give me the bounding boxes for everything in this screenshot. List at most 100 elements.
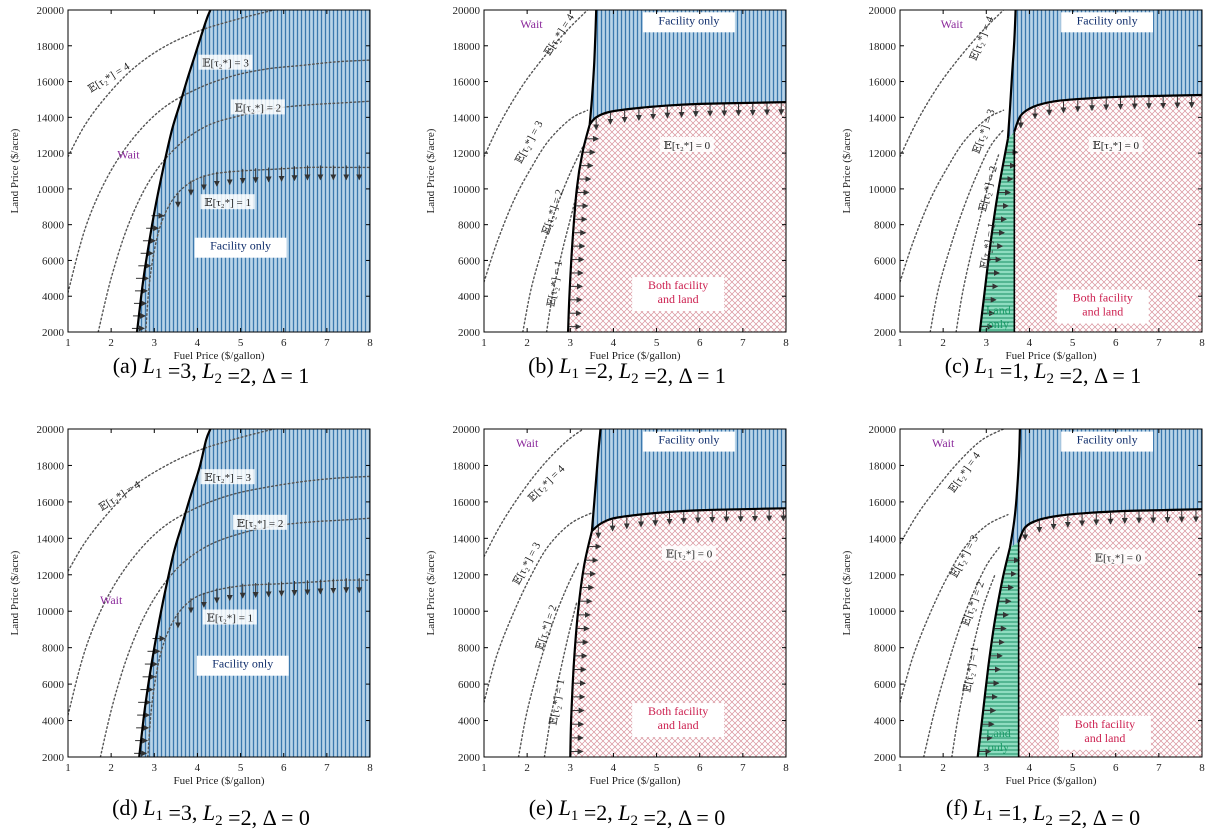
boundary-facility-both — [1017, 508, 1202, 543]
y-tick-label: 4000 — [458, 291, 481, 303]
y-tick-label: 20000 — [453, 424, 481, 436]
y-tick-label: 12000 — [453, 148, 481, 160]
curve-label: 𝔼[τ₂*] = 2 — [234, 102, 281, 114]
curve-label-bg — [200, 194, 255, 210]
expected-time-curve-1 — [900, 10, 1005, 158]
both-label: and land — [658, 718, 699, 732]
y-tick-label: 18000 — [37, 460, 65, 472]
boundary-wait-both — [976, 547, 1012, 757]
boundary-facility-both — [1013, 93, 1202, 133]
curve-label-bg — [230, 99, 285, 115]
curve-label-group: 𝔼[τ₂*] = 3 — [200, 469, 255, 485]
expected-time-curve-1 — [484, 429, 584, 558]
expected-time-curve-1 — [68, 10, 278, 158]
curve-label-group: 𝔼[τ₂*] = 0 — [661, 545, 716, 561]
y-tick-label: 4000 — [458, 716, 481, 728]
wait-label: Wait — [941, 17, 964, 31]
y-tick-label: 8000 — [874, 643, 897, 655]
plot-frame — [67, 9, 371, 333]
land-label: only — [988, 740, 1009, 754]
y-tick-label: 20000 — [869, 424, 897, 436]
y-tick-label: 8000 — [458, 643, 481, 655]
expected-time-curve-3 — [923, 546, 1000, 757]
panel-caption: (b) L1 =2, L2 =2, Δ = 1 — [528, 353, 726, 388]
facility-region — [1007, 10, 1202, 139]
y-tick-label: 14000 — [453, 533, 481, 545]
facility-label: Facility only — [658, 433, 719, 447]
x-tick-label: 4 — [611, 762, 617, 774]
curve-label-bg — [1088, 137, 1143, 152]
boundary-wait-both — [569, 530, 593, 757]
both-label: and land — [1082, 305, 1123, 319]
x-tick-label: 2 — [524, 762, 530, 774]
y-tick-label: 18000 — [453, 41, 481, 53]
y-tick-label: 2000 — [458, 752, 481, 764]
x-tick-label: 1 — [65, 762, 71, 774]
x-tick-label: 7 — [1156, 762, 1162, 774]
facility-label-box — [642, 12, 735, 33]
curve-label-group: 𝔼[τ₂*] = 1 — [202, 609, 257, 625]
y-tick-label: 4000 — [42, 291, 65, 303]
plot-area: 𝔼[τ₂*] = 4𝔼[τ₂*] = 3𝔼[τ₂*] = 2𝔼[τ₂*] = 1… — [484, 10, 786, 332]
wait-label: Wait — [100, 593, 123, 607]
y-tick-label: 2000 — [42, 327, 65, 339]
plot-area: 𝔼[τ₂*] = 4𝔼[τ₂*] = 3𝔼[τ₂*] = 2𝔼[τ₂*] = 1… — [900, 429, 1202, 757]
chart-panel-1: 𝔼[τ₂*] = 4 𝔼[τ₂*] = 3𝔼[τ₂*] = 2𝔼[τ₂*] = 1… — [9, 5, 373, 388]
x-tick-label: 2 — [940, 762, 946, 774]
facility-region — [1010, 429, 1202, 548]
plot-area: 𝔼[τ₂*] = 4𝔼[τ₂*] = 3𝔼[τ₂*] = 2𝔼[τ₂*] = 1… — [484, 429, 786, 757]
y-tick-label: 12000 — [37, 570, 65, 582]
x-tick-label: 6 — [697, 762, 703, 774]
chart-panel-6: 𝔼[τ₂*] = 4𝔼[τ₂*] = 3𝔼[τ₂*] = 2𝔼[τ₂*] = 1… — [841, 424, 1205, 830]
y-tick-label: 18000 — [869, 41, 897, 53]
x-tick-label: 5 — [1070, 762, 1076, 774]
panel-caption: (f) L1 =1, L2 =2, Δ = 0 — [946, 795, 1140, 830]
x-tick-label: 4 — [1027, 337, 1033, 349]
y-tick-label: 8000 — [42, 220, 65, 232]
curve-label-bg — [1090, 549, 1145, 565]
boundary-facility-both — [591, 507, 786, 532]
expected-time-curve-3 — [929, 129, 1005, 332]
y-tick-label: 10000 — [453, 606, 481, 618]
expected-time-curve-4 — [543, 601, 578, 757]
expected-time-curve-2 — [484, 109, 589, 283]
expected-time-curve-2 — [900, 109, 1005, 283]
curve-label: 𝔼[τ₂*] = 0 — [663, 140, 710, 152]
x-tick-label: 3 — [984, 762, 990, 774]
expected-time-curve-2 — [484, 512, 593, 703]
y-tick-label: 4000 — [874, 716, 897, 728]
expected-time-curve-1 — [68, 429, 278, 572]
curve-label-group: 𝔼[τ₂*] = 0 — [1090, 549, 1145, 565]
y-tick-label: 6000 — [42, 255, 65, 267]
y-tick-label: 4000 — [874, 291, 897, 303]
expected-time-curve-2 — [68, 475, 370, 716]
x-tick-label: 1 — [897, 762, 903, 774]
chart-panel-5: 𝔼[τ₂*] = 4𝔼[τ₂*] = 3𝔼[τ₂*] = 2𝔼[τ₂*] = 1… — [425, 424, 789, 830]
y-axis-label: Land Price ($/acre) — [841, 128, 853, 213]
both-label-box — [1056, 289, 1149, 324]
y-tick-label: 10000 — [37, 184, 65, 196]
y-tick-label: 6000 — [42, 679, 65, 691]
y-tick-label: 18000 — [869, 460, 897, 472]
y-tick-label: 10000 — [453, 184, 481, 196]
y-tick-label: 6000 — [874, 255, 897, 267]
y-tick-label: 20000 — [453, 5, 481, 17]
plot-frame — [899, 9, 1203, 333]
x-tick-label: 3 — [152, 762, 158, 774]
facility-label-box — [1061, 12, 1154, 33]
y-axis-label: Land Price ($/acre) — [425, 128, 437, 213]
curve-label-bg — [200, 469, 255, 485]
x-tick-label: 3 — [984, 337, 990, 349]
x-tick-label: 1 — [897, 337, 903, 349]
y-tick-label: 6000 — [874, 679, 897, 691]
x-tick-label: 2 — [524, 337, 530, 349]
y-tick-label: 14000 — [453, 112, 481, 124]
x-axis-label: Fuel Price ($/gallon) — [589, 350, 680, 362]
both-region — [570, 508, 786, 757]
y-tick-label: 14000 — [37, 533, 65, 545]
x-tick-label: 4 — [1027, 762, 1033, 774]
y-tick-label: 16000 — [37, 497, 65, 509]
expected-time-curve-4 — [951, 574, 996, 757]
plot-area: 𝔼[τ₂*] = 4𝔼[τ₂*] = 3𝔼[τ₂*] = 2𝔼[τ₂*] = 1… — [68, 429, 370, 757]
